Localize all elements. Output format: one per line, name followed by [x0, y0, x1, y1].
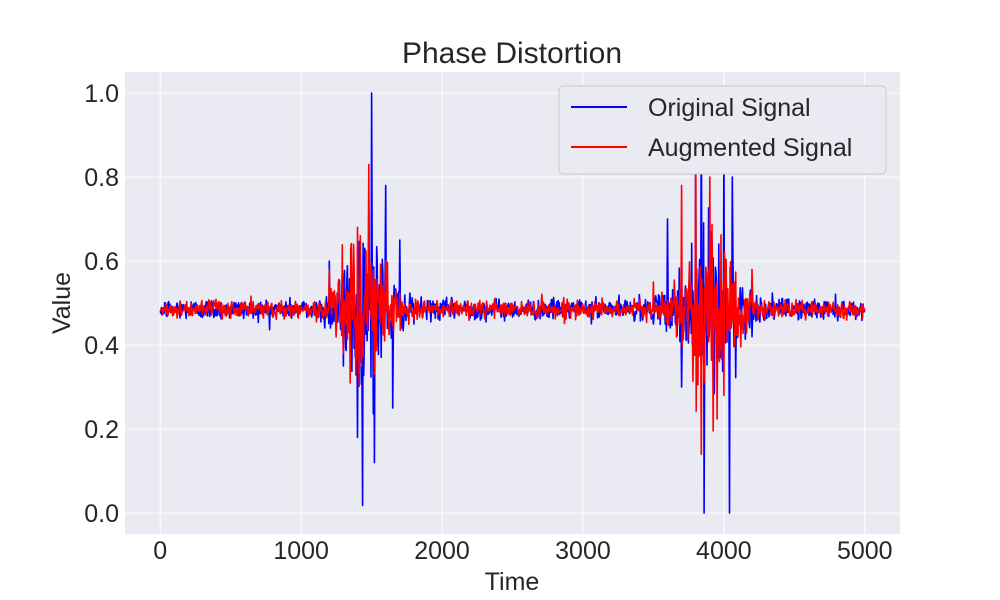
- x-tick-label: 4000: [696, 537, 752, 565]
- x-tick-labels: 0 1000 2000 3000 4000 5000: [153, 537, 892, 565]
- y-tick-label: 0.2: [84, 416, 119, 444]
- y-tick-label: 0.0: [84, 500, 119, 528]
- x-tick-label: 3000: [555, 537, 611, 565]
- series-layer: [159, 92, 866, 514]
- y-tick-label: 0.4: [84, 332, 119, 360]
- legend: Original Signal Augmented Signal: [558, 85, 887, 175]
- y-axis-label: Value: [48, 272, 76, 334]
- legend-label-augmented: Augmented Signal: [648, 134, 852, 162]
- y-tick-label: 1.0: [84, 80, 119, 108]
- y-tick-labels: 0.0 0.2 0.4 0.6 0.8 1.0: [84, 80, 119, 528]
- x-tick-label: 2000: [414, 537, 470, 565]
- series-line-augmented-signal: [159, 142, 866, 455]
- chart-title: Phase Distortion: [402, 37, 622, 70]
- y-tick-label: 0.8: [84, 164, 119, 192]
- x-tick-label: 5000: [837, 537, 893, 565]
- x-axis-label: Time: [485, 568, 540, 596]
- y-tick-label: 0.6: [84, 248, 119, 276]
- legend-box: [558, 85, 887, 175]
- x-tick-label: 0: [153, 537, 167, 565]
- legend-label-original: Original Signal: [648, 94, 811, 122]
- x-tick-label: 1000: [273, 537, 329, 565]
